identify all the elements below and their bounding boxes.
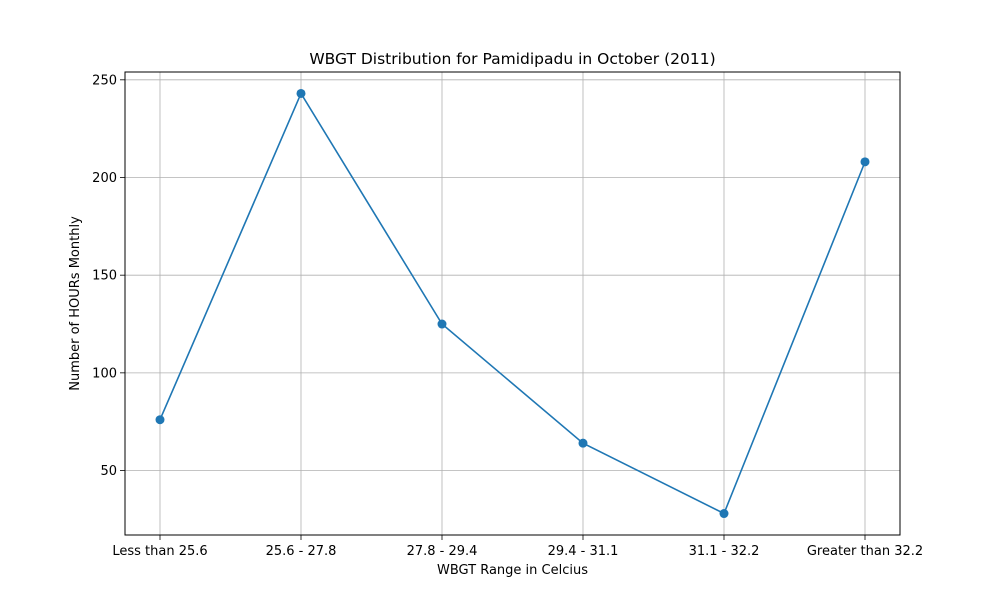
- data-point: [155, 415, 165, 425]
- plot-frame: [124, 71, 901, 536]
- x-tick-label: 31.1 - 32.2: [689, 544, 760, 559]
- y-tick-label: 50: [100, 464, 117, 479]
- x-tick-label: Greater than 32.2: [807, 544, 923, 559]
- y-tick-label: 200: [92, 171, 117, 186]
- x-tick-label: 27.8 - 29.4: [407, 544, 478, 559]
- y-tick-label: 100: [92, 366, 117, 381]
- series-line: [159, 91, 866, 515]
- data-point: [578, 438, 588, 448]
- x-tick-label: 25.6 - 27.8: [266, 544, 337, 559]
- grid-layer: [125, 72, 900, 535]
- chart-title: WBGT Distribution for Pamidipadu in Octo…: [309, 50, 715, 68]
- x-tick-label: 29.4 - 31.1: [548, 544, 619, 559]
- y-tick-label: 150: [92, 269, 117, 284]
- tick-layer: Less than 25.6 25.6 - 27.8 27.8 - 29.4 29.4…: [92, 73, 923, 559]
- data-point: [296, 88, 306, 98]
- x-tick-label: Less than 25.6: [112, 544, 207, 559]
- data-point: [437, 319, 447, 329]
- x-axis-label: WBGT Range in Celcius: [437, 563, 588, 578]
- series-layer: [155, 88, 870, 519]
- y-tick-label: 250: [92, 73, 117, 88]
- y-axis-label: Number of HOURs Monthly: [68, 216, 83, 391]
- data-point: [860, 157, 870, 167]
- data-point: [719, 509, 729, 519]
